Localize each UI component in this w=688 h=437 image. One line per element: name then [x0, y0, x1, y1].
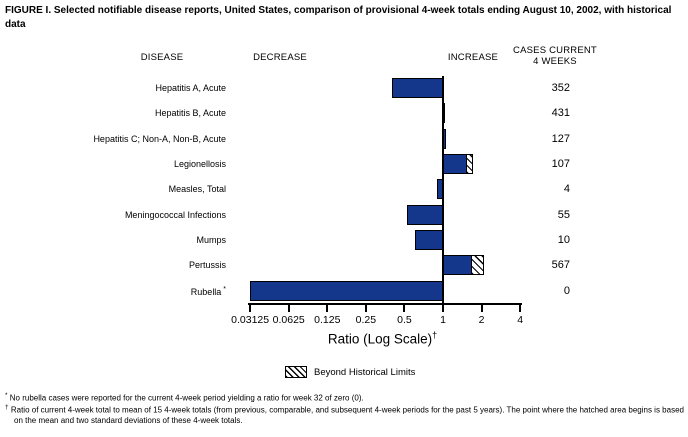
column-header-disease: DISEASE	[140, 52, 184, 63]
axis-tick-label: 0.5	[397, 314, 412, 326]
disease-label: Measles, Total	[168, 184, 226, 195]
footnote-rubella: * No rubella cases were reported for the…	[5, 391, 685, 403]
legend: Beyond Historical Limits	[285, 366, 415, 378]
disease-label: Meningococcal Infections	[124, 209, 226, 220]
cases-header-line1: CASES CURRENT	[513, 45, 597, 56]
column-header-cases: CASES CURRENT 4 WEEKS	[495, 45, 615, 67]
axis-tick	[403, 305, 406, 312]
axis-tick	[249, 305, 252, 312]
column-header-decrease: DECREASE	[253, 52, 307, 63]
asterisk-marker: *	[5, 392, 8, 399]
dagger-superscript: †	[432, 330, 438, 340]
hatched-swatch-icon	[285, 366, 307, 378]
footnote-ratio-text: Ratio of current 4-week total to mean of…	[10, 405, 684, 425]
footnote-ratio: † Ratio of current 4-week total to mean …	[5, 403, 685, 425]
axis-tick-label: 1	[440, 314, 446, 326]
x-axis-line	[248, 303, 522, 305]
cases-value: 127	[551, 132, 570, 145]
ratio-one-baseline	[442, 76, 444, 304]
legend-label: Beyond Historical Limits	[314, 366, 416, 378]
cases-value: 0	[563, 284, 570, 297]
axis-tick	[364, 305, 367, 312]
footnote-rubella-text: No rubella cases were reported for the c…	[9, 393, 364, 403]
axis-tick-label: 0.25	[355, 314, 377, 326]
axis-tick	[287, 305, 290, 312]
figure-title: FIGURE I. Selected notifiable disease re…	[5, 5, 672, 30]
cases-value: 10	[557, 233, 570, 246]
cases-header-line2: 4 WEEKS	[533, 56, 577, 67]
axis-tick	[480, 305, 483, 312]
disease-label: Mumps	[196, 234, 226, 245]
axis-tick-label: 0.0625	[272, 314, 305, 326]
disease-label: Legionellosis	[173, 158, 226, 169]
axis-tick-label: 0.03125	[231, 314, 270, 326]
axis-tick	[442, 305, 444, 312]
ratio-bar	[414, 229, 443, 250]
disease-label: Hepatitis A, Acute	[155, 83, 226, 93]
axis-tick	[519, 305, 522, 312]
ratio-bar	[437, 179, 443, 200]
footnotes: * No rubella cases were reported for the…	[5, 391, 685, 425]
ratio-bar	[250, 280, 443, 301]
cases-value: 431	[551, 107, 570, 120]
x-axis-title-text: Ratio (Log Scale)	[327, 331, 433, 347]
ratio-bar	[443, 103, 445, 124]
column-header-increase: INCREASE	[447, 52, 499, 63]
x-axis-title: Ratio (Log Scale)†	[280, 330, 485, 347]
bar-beyond-limits-segment	[471, 256, 483, 275]
dagger-marker: †	[5, 404, 9, 412]
cases-value: 107	[551, 157, 570, 170]
bar-beyond-limits-segment	[466, 154, 472, 173]
cases-value: 55	[557, 208, 570, 221]
axis-tick-label: 2	[478, 314, 485, 326]
bar-blue-segment	[444, 154, 467, 173]
axis-tick-label: 4	[517, 314, 524, 326]
ratio-bar	[443, 128, 447, 149]
asterisk-superscript: *	[221, 285, 226, 293]
ratio-bar	[392, 78, 443, 98]
cases-value: 567	[551, 259, 570, 272]
cases-value: 352	[551, 82, 570, 94]
axis-tick-label: 0.125	[314, 314, 341, 326]
axis-tick	[326, 305, 329, 312]
disease-label: Rubella *	[190, 285, 226, 297]
cases-value: 4	[563, 183, 570, 196]
disease-label: Hepatitis B, Acute	[154, 108, 226, 119]
ratio-bar	[443, 255, 484, 276]
ratio-bar	[443, 153, 473, 174]
disease-label: Pertussis	[188, 260, 226, 271]
disease-label: Hepatitis C; Non-A, Non-B, Acute	[93, 133, 226, 144]
ratio-bar	[406, 204, 443, 225]
bar-blue-segment	[444, 256, 472, 275]
